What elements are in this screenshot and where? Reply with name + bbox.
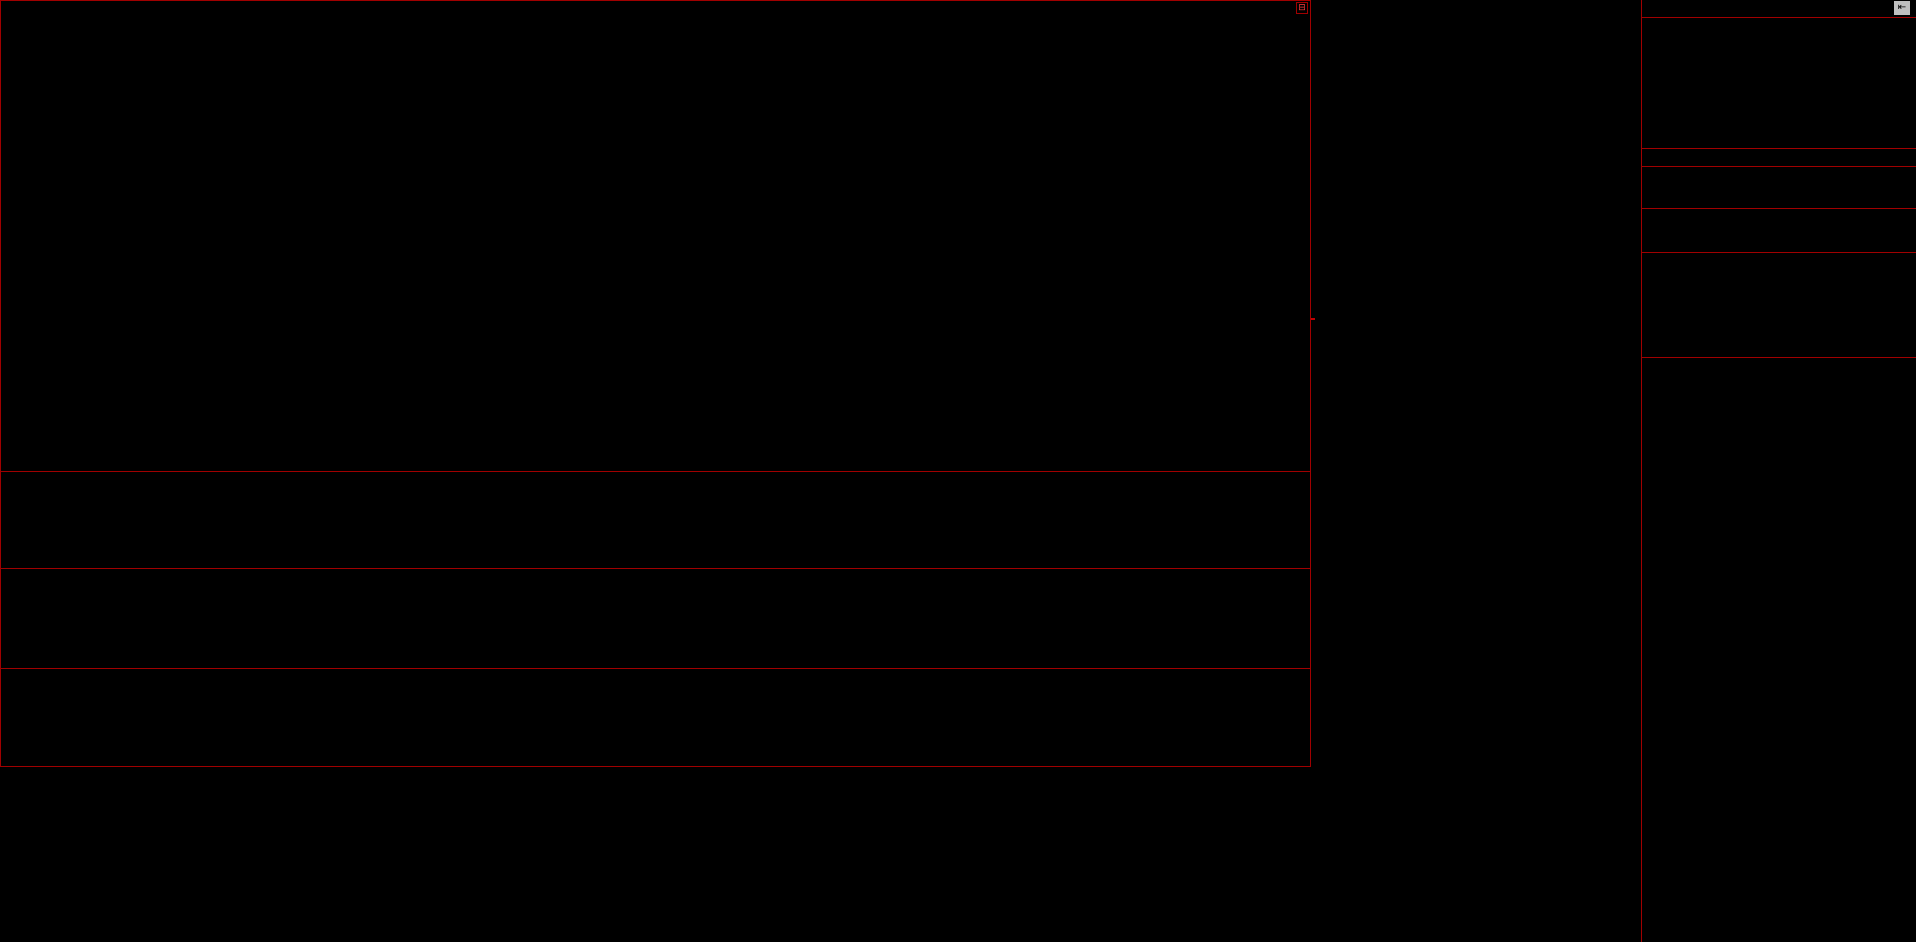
right-panel: ⇤ xyxy=(1641,0,1916,942)
security-header xyxy=(1642,2,1916,18)
monitor-panel-frame xyxy=(0,668,1311,767)
current-price-tag xyxy=(1311,318,1315,320)
close-icon[interactable]: ⊟ xyxy=(1296,2,1308,14)
kline-chart[interactable] xyxy=(0,0,1311,767)
panel-menu-icon[interactable]: ⇤ xyxy=(1894,1,1910,15)
